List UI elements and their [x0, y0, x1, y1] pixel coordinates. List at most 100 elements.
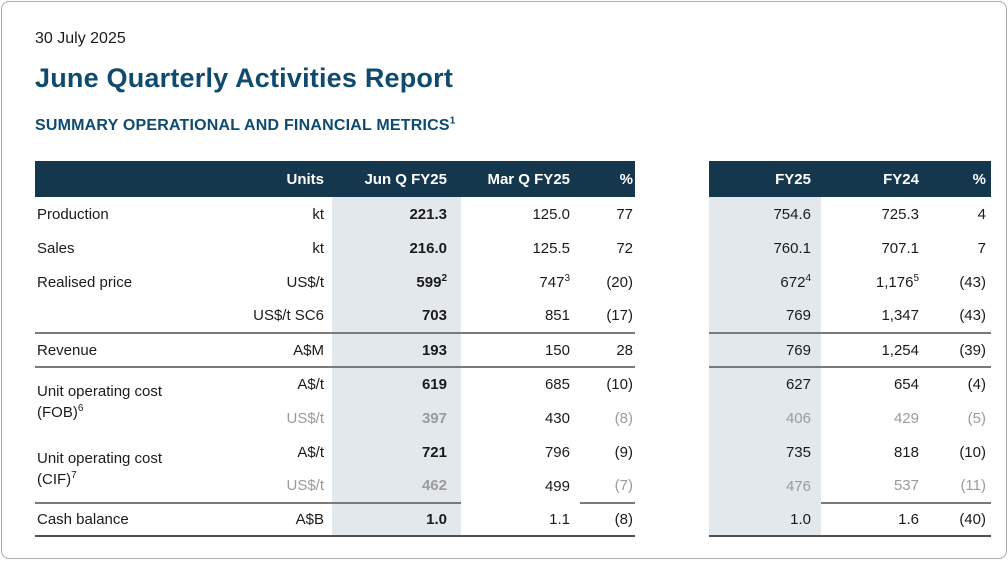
row-realised-price: Realised price US$/t 5992 7473 (20)	[35, 265, 635, 299]
fy24-value: 1,254	[821, 332, 927, 367]
section-heading: SUMMARY OPERATIONAL AND FINANCIAL METRIC…	[35, 115, 989, 135]
row-realised-price-fy: 6724 1,1765 (43)	[709, 265, 991, 299]
full-year-metrics-table: FY25 FY24 % 754.6 725.3 4 760.1 707.1 7 …	[709, 161, 991, 537]
units-cell: kt	[312, 205, 324, 223]
footnote-marker: 2	[441, 272, 447, 284]
header-row: FY25 FY24 %	[709, 161, 991, 197]
junq-value: 1.0	[332, 502, 461, 537]
junq-value: 216.0	[332, 231, 461, 265]
header-row: Units Jun Q FY25 Mar Q FY25 %	[35, 161, 635, 197]
marq-value: 150	[461, 332, 580, 367]
row-unit-cost-fob-usd: US$/t 397 430 (8)	[35, 401, 635, 435]
metric-label: Sales	[37, 239, 75, 257]
fy25-value: 760.1	[709, 231, 821, 265]
fy24-value: 654	[821, 366, 927, 401]
units-cell: A$B	[235, 502, 332, 537]
fy24-value: 1,347	[881, 307, 919, 324]
quarterly-metrics-table: Units Jun Q FY25 Mar Q FY25 % Production…	[35, 161, 635, 537]
row-cash-balance-fy: 1.0 1.6 (40)	[709, 502, 991, 537]
metric-label: Unit operating cost (CIF)7	[37, 449, 163, 488]
row-revenue: Revenue A$M 193 150 28	[35, 332, 635, 367]
units-cell: A$M	[235, 332, 332, 367]
units-cell: A$/t	[297, 443, 324, 461]
header-units: Units	[235, 161, 332, 197]
footnote-marker: 3	[564, 272, 570, 284]
metric-label: Revenue	[35, 332, 235, 367]
report-date: 30 July 2025	[35, 30, 126, 47]
percent-value: (17)	[606, 307, 633, 324]
units-cell: US$/t	[286, 477, 324, 494]
row-unit-cost-cif-aud-fy: 735 818 (10)	[709, 435, 991, 469]
footnote-marker: 6	[77, 402, 84, 414]
row-realised-price-sc6-fy: 769 1,347 (43)	[709, 299, 991, 333]
units-cell: US$/t	[286, 409, 324, 427]
header-percent: %	[927, 161, 991, 197]
percent-value: 7	[977, 239, 986, 257]
metric-label: Unit operating cost (FOB)6	[35, 366, 235, 435]
quarterly-table-header: Units Jun Q FY25 Mar Q FY25 %	[35, 161, 635, 197]
row-realised-price-sc6: US$/t SC6 703 851 (17)	[35, 299, 635, 333]
header-fy24: FY24	[821, 161, 927, 197]
row-sales-fy: 760.1 707.1 7	[709, 231, 991, 265]
row-production: Production kt 221.3 125.0 77	[35, 197, 635, 231]
fy24-value: 537	[893, 477, 919, 494]
footnote-marker: 7	[71, 469, 77, 481]
full-year-table-header: FY25 FY24 %	[709, 161, 991, 197]
junq-value: 5992	[332, 265, 461, 299]
junq-value: 703	[332, 299, 461, 333]
footnote-marker: 1	[449, 115, 456, 127]
footnote-marker: 4	[805, 272, 811, 284]
row-unit-cost-cif-aud: Unit operating cost (CIF)7 A$/t 721 796 …	[35, 435, 635, 488]
row-sales: Sales kt 216.0 125.5 72	[35, 231, 635, 265]
fy25-value: 1.0	[709, 503, 821, 537]
percent-value: (11)	[960, 477, 986, 494]
percent-value: 4	[977, 205, 986, 223]
header-percent: %	[580, 161, 635, 197]
junq-value: 462	[332, 469, 461, 503]
junq-value: 193	[332, 332, 461, 367]
marq-value: 796	[544, 443, 570, 461]
percent-value: (20)	[606, 273, 633, 291]
metric-label: Realised price	[37, 273, 133, 291]
header-jun-q-fy25: Jun Q FY25	[332, 161, 461, 197]
fy25-value: 476	[709, 469, 821, 503]
metric-label: Cash balance	[35, 502, 235, 537]
units-cell: kt	[312, 239, 324, 257]
header-mar-q-fy25: Mar Q FY25	[461, 161, 580, 197]
fy24-value: 818	[893, 443, 919, 461]
marq-value: 1.1	[461, 503, 580, 537]
fy24-value: 1.6	[821, 502, 927, 537]
marq-value: 125.0	[532, 205, 570, 223]
marq-value: 499	[544, 477, 570, 495]
fy25-value: 754.6	[709, 197, 821, 231]
header-blank	[35, 161, 235, 197]
fy25-value: 735	[709, 435, 821, 469]
fy25-value: 769	[709, 299, 821, 333]
marq-value: 7473	[539, 272, 570, 291]
percent-value: (43)	[959, 273, 986, 291]
junq-value: 721	[332, 435, 461, 469]
metric-label	[35, 299, 235, 333]
units-cell: US$/t	[286, 273, 324, 291]
percent-value: 28	[580, 332, 635, 367]
row-unit-cost-fob-aud-fy: 627 654 (4)	[709, 366, 991, 401]
row-production-fy: 754.6 725.3 4	[709, 197, 991, 231]
units-cell: US$/t SC6	[253, 307, 324, 324]
percent-value: (40)	[927, 502, 991, 537]
fy25-value: 6724	[709, 265, 821, 299]
junq-value: 397	[332, 401, 461, 435]
junq-value: 221.3	[332, 197, 461, 231]
percent-value: (4)	[927, 366, 991, 401]
row-unit-cost-fob-usd-fy: 406 429 (5)	[709, 401, 991, 435]
percent-value: (10)	[580, 366, 635, 401]
fy25-value: 627	[709, 366, 821, 401]
header-fy25: FY25	[709, 161, 821, 197]
marq-value: 851	[544, 307, 570, 324]
percent-value: 77	[616, 205, 633, 223]
fy24-value: 429	[893, 409, 919, 427]
row-unit-cost-cif-usd-fy: 476 537 (11)	[709, 469, 991, 503]
metrics-tables: Units Jun Q FY25 Mar Q FY25 % Production…	[35, 161, 991, 537]
percent-value: 72	[616, 239, 633, 257]
row-unit-cost-fob-aud: Unit operating cost (FOB)6 A$/t 619 685 …	[35, 366, 635, 435]
